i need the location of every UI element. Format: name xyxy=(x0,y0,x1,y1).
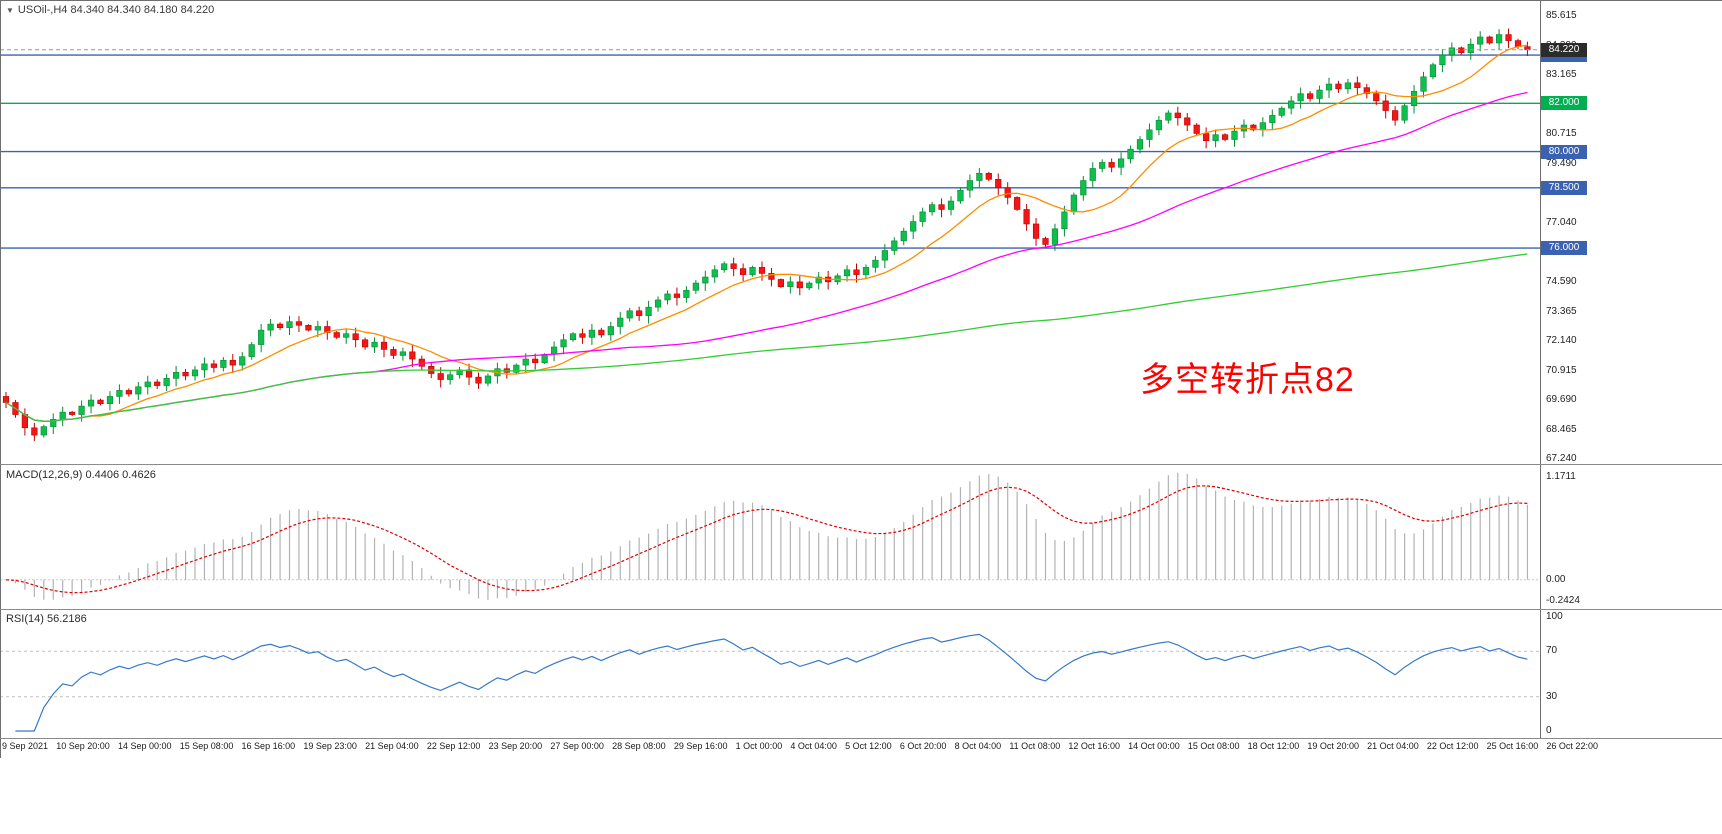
rsi-axis-label: 30 xyxy=(1546,690,1558,702)
price-badge-82.000: 82.000 xyxy=(1541,96,1587,111)
time-axis-label: 19 Sep 23:00 xyxy=(303,741,357,751)
price-axis-label: 80.715 xyxy=(1546,128,1577,140)
price-axis-label: 72.140 xyxy=(1546,335,1577,347)
price-axis-label: 79.490 xyxy=(1546,157,1577,169)
rsi-line xyxy=(15,633,1528,732)
slow-ma-green-line xyxy=(5,253,1528,422)
time-axis-label: 19 Oct 20:00 xyxy=(1307,741,1359,751)
window-left-border xyxy=(0,0,1,758)
price-axis-label: 77.040 xyxy=(1546,216,1577,228)
price-axis-border xyxy=(1540,0,1541,738)
chart-canvas[interactable] xyxy=(0,0,1540,738)
chart-dropdown-icon[interactable]: ▼ xyxy=(6,5,14,15)
price-axis-label: 70.915 xyxy=(1546,364,1577,376)
time-axis-separator xyxy=(0,738,1722,739)
rsi-axis-label: 70 xyxy=(1546,645,1558,657)
time-axis-label: 9 Sep 2021 xyxy=(2,741,49,751)
window-top-border xyxy=(0,0,1722,1)
time-axis-label: 25 Oct 16:00 xyxy=(1486,741,1539,751)
macd-axis-label: 0.00 xyxy=(1546,573,1566,585)
rsi-axis-label: 100 xyxy=(1546,611,1563,622)
macd-signal-line xyxy=(5,485,1528,594)
macd-axis-label: 1.1711 xyxy=(1546,471,1576,483)
macd-label: MACD(12,26,9) 0.4406 0.4626 xyxy=(6,469,156,481)
time-axis-label: 10 Sep 20:00 xyxy=(56,741,110,751)
rsi-axis-label: 0 xyxy=(1546,725,1552,736)
horizontal-lines[interactable] xyxy=(0,54,1540,249)
rsi-label: RSI(14) 56.2186 xyxy=(6,613,87,625)
price-axis-label: 69.690 xyxy=(1546,394,1577,406)
time-axis-label: 6 Oct 20:00 xyxy=(899,741,947,751)
fast-ma-orange-line xyxy=(5,44,1528,422)
price-badge-76.000: 76.000 xyxy=(1541,241,1587,256)
time-axis-label: 28 Sep 08:00 xyxy=(612,741,666,751)
time-axis-label: 8 Oct 04:00 xyxy=(954,741,1002,751)
time-axis-label: 4 Oct 04:00 xyxy=(790,741,837,751)
price-badge-78.500: 78.500 xyxy=(1541,180,1587,195)
time-axis-label: 26 Oct 22:00 xyxy=(1546,741,1598,751)
time-axis-label: 15 Sep 08:00 xyxy=(179,741,234,751)
bid-price-badge: 84.220 xyxy=(1541,42,1587,57)
symbol-ohlc-text: USOil-,H4 84.340 84.340 84.180 84.220 xyxy=(17,4,215,16)
time-axis-label: 27 Sep 00:00 xyxy=(550,741,604,751)
time-axis-label: 22 Oct 12:00 xyxy=(1426,741,1479,751)
time-axis-label: 21 Sep 04:00 xyxy=(365,741,419,751)
price-axis-label: 73.365 xyxy=(1546,305,1577,317)
time-axis-label: 1 Oct 00:00 xyxy=(735,741,783,751)
macd-axis-label: -0.2424 xyxy=(1546,594,1580,606)
time-axis-label: 18 Oct 12:00 xyxy=(1247,741,1300,751)
price-badge-80.000: 80.000 xyxy=(1541,144,1587,159)
macd-histogram xyxy=(14,472,1529,600)
time-axis-label: 21 Oct 04:00 xyxy=(1367,741,1419,751)
time-axis-label: 12 Oct 16:00 xyxy=(1068,741,1120,751)
time-axis-label: 22 Sep 12:00 xyxy=(426,741,481,751)
time-axis-label: 15 Oct 08:00 xyxy=(1187,741,1240,751)
time-axis-label: 14 Sep 00:00 xyxy=(118,741,172,751)
price-axis-label: 74.590 xyxy=(1546,276,1577,288)
rsi-panel-separator[interactable] xyxy=(0,609,1722,610)
time-axis-label: 16 Sep 16:00 xyxy=(241,741,296,751)
macd-panel-separator[interactable] xyxy=(0,464,1722,465)
price-axis-label: 83.165 xyxy=(1546,69,1577,81)
price-axis-label: 85.615 xyxy=(1546,10,1577,22)
chart-annotation-text: 多空转折点82 xyxy=(1140,361,1355,399)
time-axis-label: 11 Oct 08:00 xyxy=(1009,741,1061,751)
time-axis-label: 23 Sep 20:00 xyxy=(488,741,543,751)
time-axis-label: 29 Sep 16:00 xyxy=(673,741,728,751)
time-axis-label: 5 Oct 12:00 xyxy=(845,741,892,751)
price-axis[interactable]: 85.61584.39083.16581.94080.71579.49078.2… xyxy=(1541,0,1721,758)
price-axis-label: 67.240 xyxy=(1546,453,1577,465)
time-axis-label: 14 Oct 00:00 xyxy=(1128,741,1180,751)
time-axis[interactable]: 9 Sep 2021 10 Sep 20:00 14 Sep 00:00 15 Sep… xyxy=(2,741,1598,751)
price-axis-label: 68.465 xyxy=(1546,423,1577,435)
symbol-info-line: ▼ USOil-,H4 84.340 84.340 84.180 84.220 xyxy=(6,4,214,16)
